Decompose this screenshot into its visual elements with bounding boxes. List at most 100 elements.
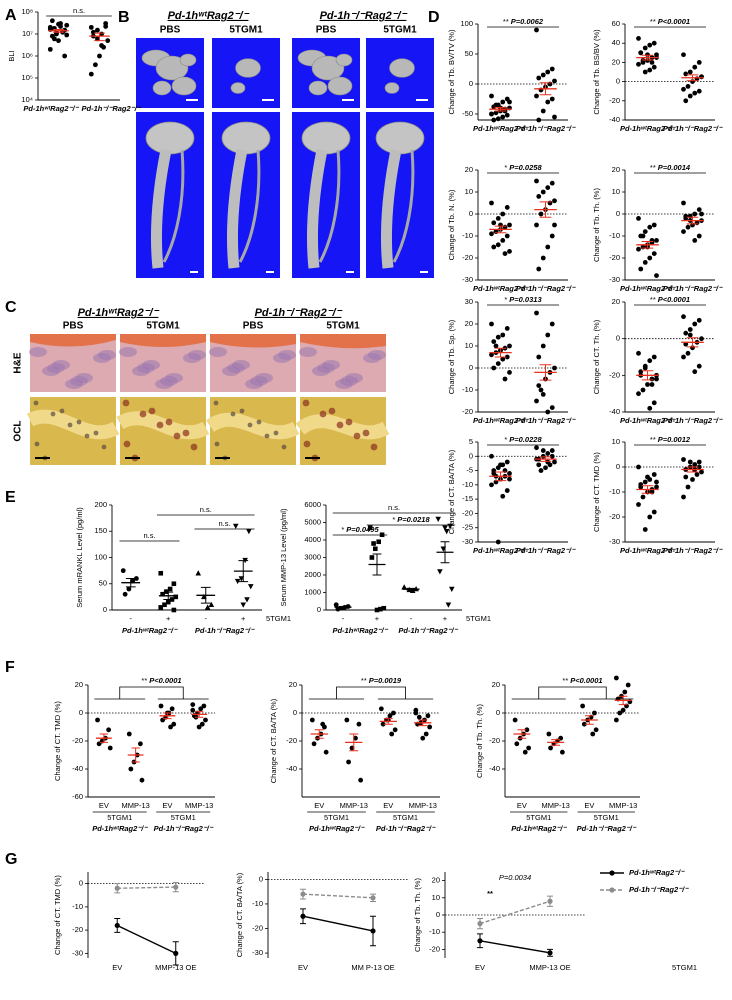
genotype-label: Pd-1hʷᵗRag2⁻/⁻	[309, 824, 365, 833]
data-point	[625, 682, 631, 688]
ocl-cell	[362, 429, 370, 437]
data-point	[687, 213, 693, 219]
data-point	[683, 98, 689, 104]
group-label: 5TGM1	[107, 813, 132, 822]
y-tick-label: 10⁴	[21, 95, 33, 104]
x-tick-label: EV	[99, 801, 109, 810]
significance: n.s.	[388, 503, 400, 512]
x-tick-label: EV	[383, 801, 393, 810]
p-value: P=0.0495	[346, 525, 379, 534]
data-point	[240, 602, 247, 608]
data-point	[534, 445, 539, 451]
data-point	[190, 707, 196, 713]
data-point	[642, 527, 648, 532]
significance-label: * P=0.0228	[504, 435, 542, 444]
data-point	[52, 36, 57, 42]
data-point	[536, 354, 542, 360]
data-point	[504, 233, 510, 239]
data-point	[370, 895, 376, 901]
data-point	[687, 93, 693, 99]
data-point	[696, 60, 702, 65]
data-point	[442, 525, 448, 531]
data-point	[681, 200, 686, 206]
trabecular-bone	[230, 58, 261, 94]
y-axis-label: Change of CT. TMD (%)	[53, 875, 62, 955]
genotype-label: Pd-1hʷᵗRag2⁻/⁻	[168, 10, 250, 22]
he-cortex	[300, 334, 386, 349]
data-point	[204, 604, 211, 610]
legend-marker	[609, 870, 615, 876]
ocl-cell	[264, 433, 270, 439]
data-point	[651, 472, 657, 477]
data-point	[552, 222, 557, 228]
x-tick-label: Pd-1hʷᵗRag2⁻/⁻	[473, 546, 529, 555]
y-tick-label: -40	[609, 407, 620, 416]
he-marrow	[209, 347, 227, 357]
bracket	[94, 686, 209, 700]
y-tick-label: 0	[496, 708, 500, 717]
y-tick-label: 0	[616, 334, 620, 343]
y-tick-label: 20	[465, 165, 473, 174]
data-point	[654, 376, 659, 382]
significance: n.s.	[218, 519, 230, 528]
data-point	[649, 382, 655, 387]
y-tick-label: -30	[72, 948, 83, 957]
p-value: P<0.0001	[658, 17, 690, 26]
y-tick-label: -20	[72, 925, 83, 934]
data-point	[489, 231, 494, 237]
treatment-label: PBS	[316, 25, 337, 36]
y-tick-label: 2000	[304, 570, 321, 579]
y-tick-label: -10	[252, 899, 263, 908]
data-point	[507, 249, 512, 254]
legend-label: Pd-1hʷᵗRag2⁻/⁻	[629, 868, 685, 877]
bone-fragment	[235, 58, 261, 78]
ocl-cell	[319, 410, 327, 418]
trabecular-bone	[141, 49, 197, 96]
significance: *	[392, 515, 395, 524]
genotype-label: Pd-1h⁻/⁻Rag2⁻/⁻	[255, 307, 343, 319]
y-tick-label: -30	[252, 948, 263, 957]
data-point	[681, 86, 686, 92]
data-point	[162, 602, 167, 608]
ocl-cell	[122, 399, 130, 407]
x-tick-label: EV	[112, 963, 122, 972]
data-point	[507, 471, 512, 476]
data-point	[504, 459, 510, 465]
y-tick-label: 0	[317, 605, 321, 614]
data-point	[445, 602, 452, 608]
genotype-label: Pd-1h⁻/⁻Rag2⁻/⁻	[376, 824, 436, 833]
data-point	[692, 90, 698, 96]
data-point	[636, 464, 641, 470]
significance-label: n.s.	[200, 505, 212, 514]
treatment-label: 5TGM1	[326, 321, 360, 332]
data-point	[536, 75, 542, 81]
data-point	[549, 96, 555, 102]
y-tick-label: 30	[465, 297, 473, 306]
data-point	[647, 224, 653, 230]
data-point	[107, 745, 113, 751]
significance: **	[650, 435, 656, 444]
bone-fragment	[179, 53, 197, 67]
data-point	[640, 494, 646, 500]
trabecular-bone	[297, 49, 353, 96]
data-point	[199, 721, 205, 727]
data-point	[552, 78, 557, 84]
data-point	[613, 717, 619, 723]
x-tick-label: +	[375, 614, 380, 623]
ocl-cell	[123, 440, 131, 448]
y-tick-label: 6000	[304, 500, 321, 509]
data-point	[507, 343, 512, 349]
group-label: 5TGM1	[171, 813, 196, 822]
y-tick-label: 10⁷	[22, 29, 33, 38]
data-point	[613, 675, 619, 681]
y-tick-label: 150	[94, 526, 107, 535]
data-point	[401, 584, 407, 590]
significance-label: ** P<0.0001	[650, 17, 690, 26]
he-marrow	[299, 347, 317, 357]
y-tick-label: 10	[612, 437, 620, 446]
data-point	[133, 576, 139, 581]
data-point	[545, 69, 551, 75]
treatment-label: 5TGM1	[146, 321, 180, 332]
data-point	[158, 605, 164, 610]
